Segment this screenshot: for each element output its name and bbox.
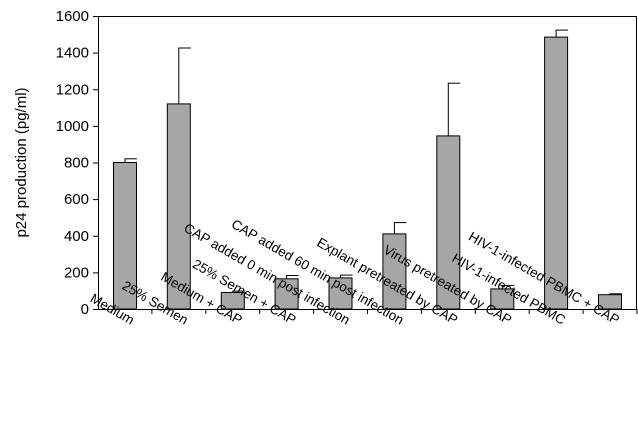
y-tick-label: 1000	[56, 118, 89, 135]
bar	[544, 36, 569, 310]
y-axis-title: p24 production (pg/ml)	[13, 87, 30, 237]
bars	[113, 36, 622, 310]
y-tick-label: 200	[64, 264, 89, 281]
y-tick-label: 800	[64, 155, 89, 172]
y-tick-label: 400	[64, 228, 89, 245]
y-tick-label: 600	[64, 191, 89, 208]
y-tick-label: 0	[81, 301, 89, 318]
y-tick-label: 1600	[56, 8, 89, 25]
y-tick-label: 1200	[56, 81, 89, 98]
y-tick-label: 1400	[56, 45, 89, 62]
y-axis: 0 200 400 600 800 1000 1200 1400 1600	[56, 8, 99, 318]
error-bars	[124, 29, 622, 295]
